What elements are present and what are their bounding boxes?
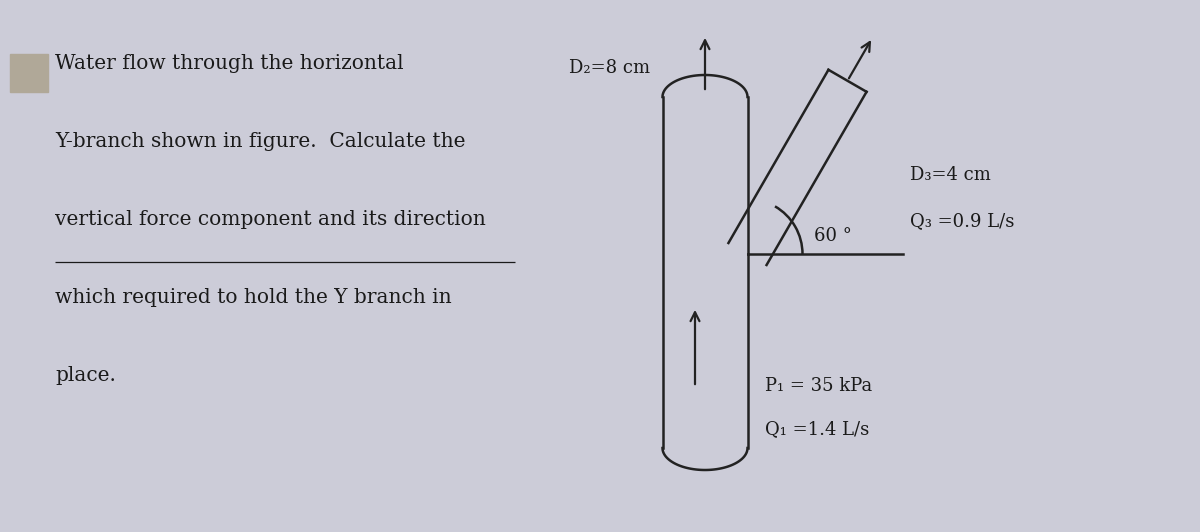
Text: D₂=8 cm: D₂=8 cm bbox=[569, 59, 650, 77]
Text: which required to hold the Y branch in: which required to hold the Y branch in bbox=[55, 288, 451, 307]
Text: place.: place. bbox=[55, 366, 116, 385]
Bar bbox=[10, 54, 48, 92]
Text: D₃=4 cm: D₃=4 cm bbox=[911, 166, 991, 184]
Text: vertical force component and its direction: vertical force component and its directi… bbox=[55, 210, 486, 229]
Text: Water flow through the horizontal: Water flow through the horizontal bbox=[55, 54, 403, 73]
Text: Q₁ =1.4 L/s: Q₁ =1.4 L/s bbox=[766, 420, 870, 438]
Text: Q₃ =0.9 L/s: Q₃ =0.9 L/s bbox=[911, 212, 1015, 230]
Text: P₁ = 35 kPa: P₁ = 35 kPa bbox=[766, 377, 872, 395]
Text: 60 °: 60 ° bbox=[815, 227, 852, 245]
Text: Y-branch shown in figure.  Calculate the: Y-branch shown in figure. Calculate the bbox=[55, 132, 466, 151]
